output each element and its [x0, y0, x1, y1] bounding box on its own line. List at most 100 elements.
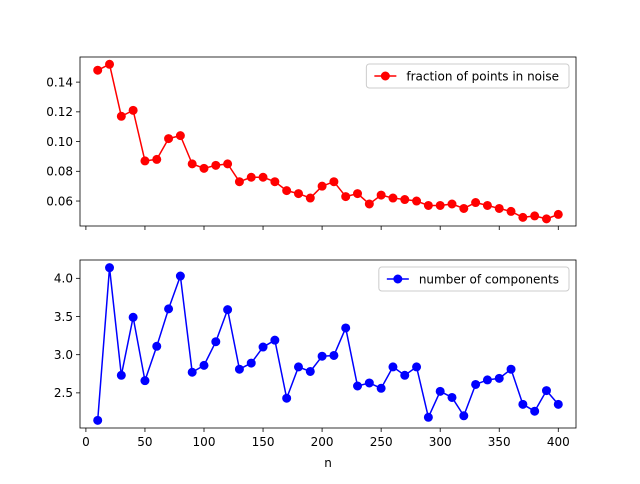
- data-point: [317, 351, 327, 361]
- series-line-2-1: [96, 266, 559, 421]
- data-point: [423, 200, 433, 210]
- data-point: [175, 271, 185, 281]
- data-point: [164, 304, 174, 314]
- x-tick-label: 200: [311, 435, 334, 449]
- data-point: [305, 193, 315, 203]
- data-point: [518, 399, 528, 409]
- data-point: [270, 177, 280, 187]
- data-point: [459, 411, 469, 421]
- y-tick-label: 0.14: [46, 75, 73, 89]
- data-point: [482, 200, 492, 210]
- bottom-subplot: 0 50 100 150 200 250 300 350 400 2.5 3.0 3.5 4.0 n num…: [54, 259, 577, 470]
- data-point: [140, 376, 150, 386]
- data-point: [541, 214, 551, 224]
- data-point: [553, 399, 563, 409]
- data-point: [471, 379, 481, 389]
- data-point: [258, 342, 268, 352]
- data-point: [388, 193, 398, 203]
- y-tick-label: 2.5: [54, 386, 73, 400]
- data-point: [282, 186, 292, 196]
- data-point: [376, 383, 386, 393]
- data-point: [140, 156, 150, 166]
- data-point: [400, 195, 410, 205]
- data-point: [435, 386, 445, 396]
- data-point: [412, 196, 422, 206]
- data-point: [258, 172, 268, 182]
- data-point: [447, 392, 457, 402]
- data-point: [364, 199, 374, 209]
- data-point: [246, 172, 256, 182]
- data-point: [199, 360, 209, 370]
- data-point: [293, 189, 303, 199]
- data-point: [341, 323, 351, 333]
- data-point: [211, 337, 221, 347]
- data-point: [116, 111, 126, 121]
- data-point: [187, 159, 197, 169]
- data-point: [376, 190, 386, 200]
- data-point: [353, 381, 363, 391]
- data-point: [164, 134, 174, 144]
- data-point: [506, 364, 516, 374]
- data-point: [447, 199, 457, 209]
- data-point: [317, 181, 327, 191]
- data-point: [211, 160, 221, 170]
- x-axis-label: n: [324, 456, 332, 470]
- x-tick-label: 150: [252, 435, 275, 449]
- y-tick-label: 0.08: [46, 165, 73, 179]
- data-point: [353, 189, 363, 199]
- y-tick-label: 0.06: [46, 194, 73, 208]
- data-point: [234, 364, 244, 374]
- data-point: [541, 386, 551, 396]
- data-point: [388, 362, 398, 372]
- data-point: [435, 200, 445, 210]
- data-point: [471, 198, 481, 208]
- axes-frame: [79, 259, 577, 429]
- data-point: [400, 370, 410, 380]
- x-tick-label: 50: [137, 435, 152, 449]
- data-point: [234, 177, 244, 187]
- data-point: [152, 341, 162, 351]
- data-point: [128, 105, 138, 115]
- data-point: [412, 362, 422, 372]
- data-point: [187, 367, 197, 377]
- data-point: [175, 131, 185, 141]
- data-point: [128, 312, 138, 322]
- data-point: [305, 366, 315, 376]
- x-tick-label: 300: [429, 435, 452, 449]
- legend-box: [378, 266, 570, 292]
- series-line-1-1: [97, 63, 559, 220]
- data-point: [506, 206, 516, 216]
- data-point: [105, 59, 115, 69]
- legend-label: fraction of points in noise: [406, 69, 559, 83]
- data-point: [223, 305, 233, 315]
- data-point: [553, 209, 563, 219]
- data-point: [364, 378, 374, 388]
- y-tick-label: 0.10: [46, 135, 73, 149]
- legend-marker: [380, 71, 390, 81]
- data-point: [93, 65, 103, 75]
- x-tick-label: 250: [370, 435, 393, 449]
- data-point: [199, 163, 209, 173]
- data-point: [152, 154, 162, 164]
- data-point: [530, 211, 540, 221]
- data-point: [530, 406, 540, 416]
- data-point: [93, 415, 103, 425]
- y-tick-label: 0.12: [46, 105, 73, 119]
- data-point: [423, 412, 433, 422]
- legend-label: number of components: [419, 272, 559, 286]
- legend-box: [365, 63, 570, 89]
- data-point: [293, 362, 303, 372]
- data-point: [105, 263, 115, 273]
- data-point: [482, 375, 492, 385]
- y-tick-label: 3.0: [54, 348, 73, 362]
- data-point: [282, 393, 292, 403]
- data-point: [494, 203, 504, 213]
- data-point: [270, 335, 280, 345]
- data-point: [223, 159, 233, 169]
- data-point: [518, 212, 528, 222]
- data-point: [329, 350, 339, 360]
- y-tick-label: 4.0: [54, 272, 73, 286]
- data-point: [329, 177, 339, 187]
- x-tick-label: 100: [193, 435, 216, 449]
